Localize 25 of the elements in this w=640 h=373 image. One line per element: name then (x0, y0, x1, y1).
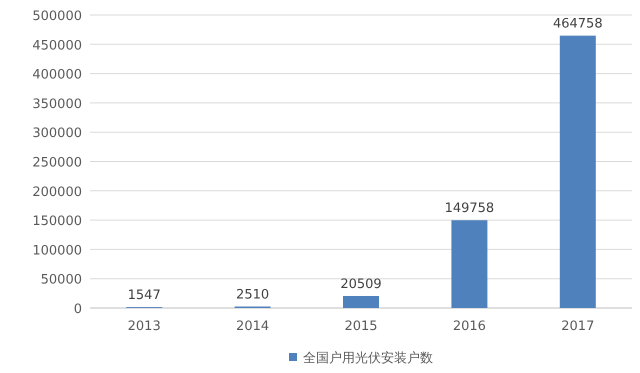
y-tick-label: 300000 (32, 126, 82, 142)
y-tick-label: 400000 (32, 68, 82, 83)
data-label: 464758 (552, 16, 603, 32)
x-tick-label: 2017 (561, 319, 594, 334)
data-label: 20509 (340, 276, 382, 292)
x-tick-label: 2015 (344, 319, 378, 334)
bar (560, 36, 596, 308)
data-label: 1547 (128, 288, 161, 304)
y-tick-label: 350000 (32, 96, 82, 112)
y-tick-label: 450000 (32, 38, 82, 54)
legend-label: 全国户用光伏安装户数 (303, 350, 433, 366)
data-label: 2510 (236, 288, 270, 303)
y-tick-label: 100000 (32, 243, 82, 258)
y-tick-label: 500000 (32, 9, 82, 24)
data-label: 149758 (444, 201, 494, 216)
y-tick-label: 200000 (32, 184, 82, 200)
x-tick-label: 2016 (452, 319, 486, 334)
y-tick-label: 150000 (32, 214, 82, 230)
x-tick-label: 2014 (236, 319, 270, 334)
x-tick-label: 2013 (128, 319, 161, 334)
y-tick-label: 50000 (40, 272, 82, 288)
bar (451, 220, 488, 308)
y-tick-label: 250000 (32, 156, 82, 170)
bar (343, 296, 379, 308)
y-tick-label: 0 (74, 302, 82, 317)
